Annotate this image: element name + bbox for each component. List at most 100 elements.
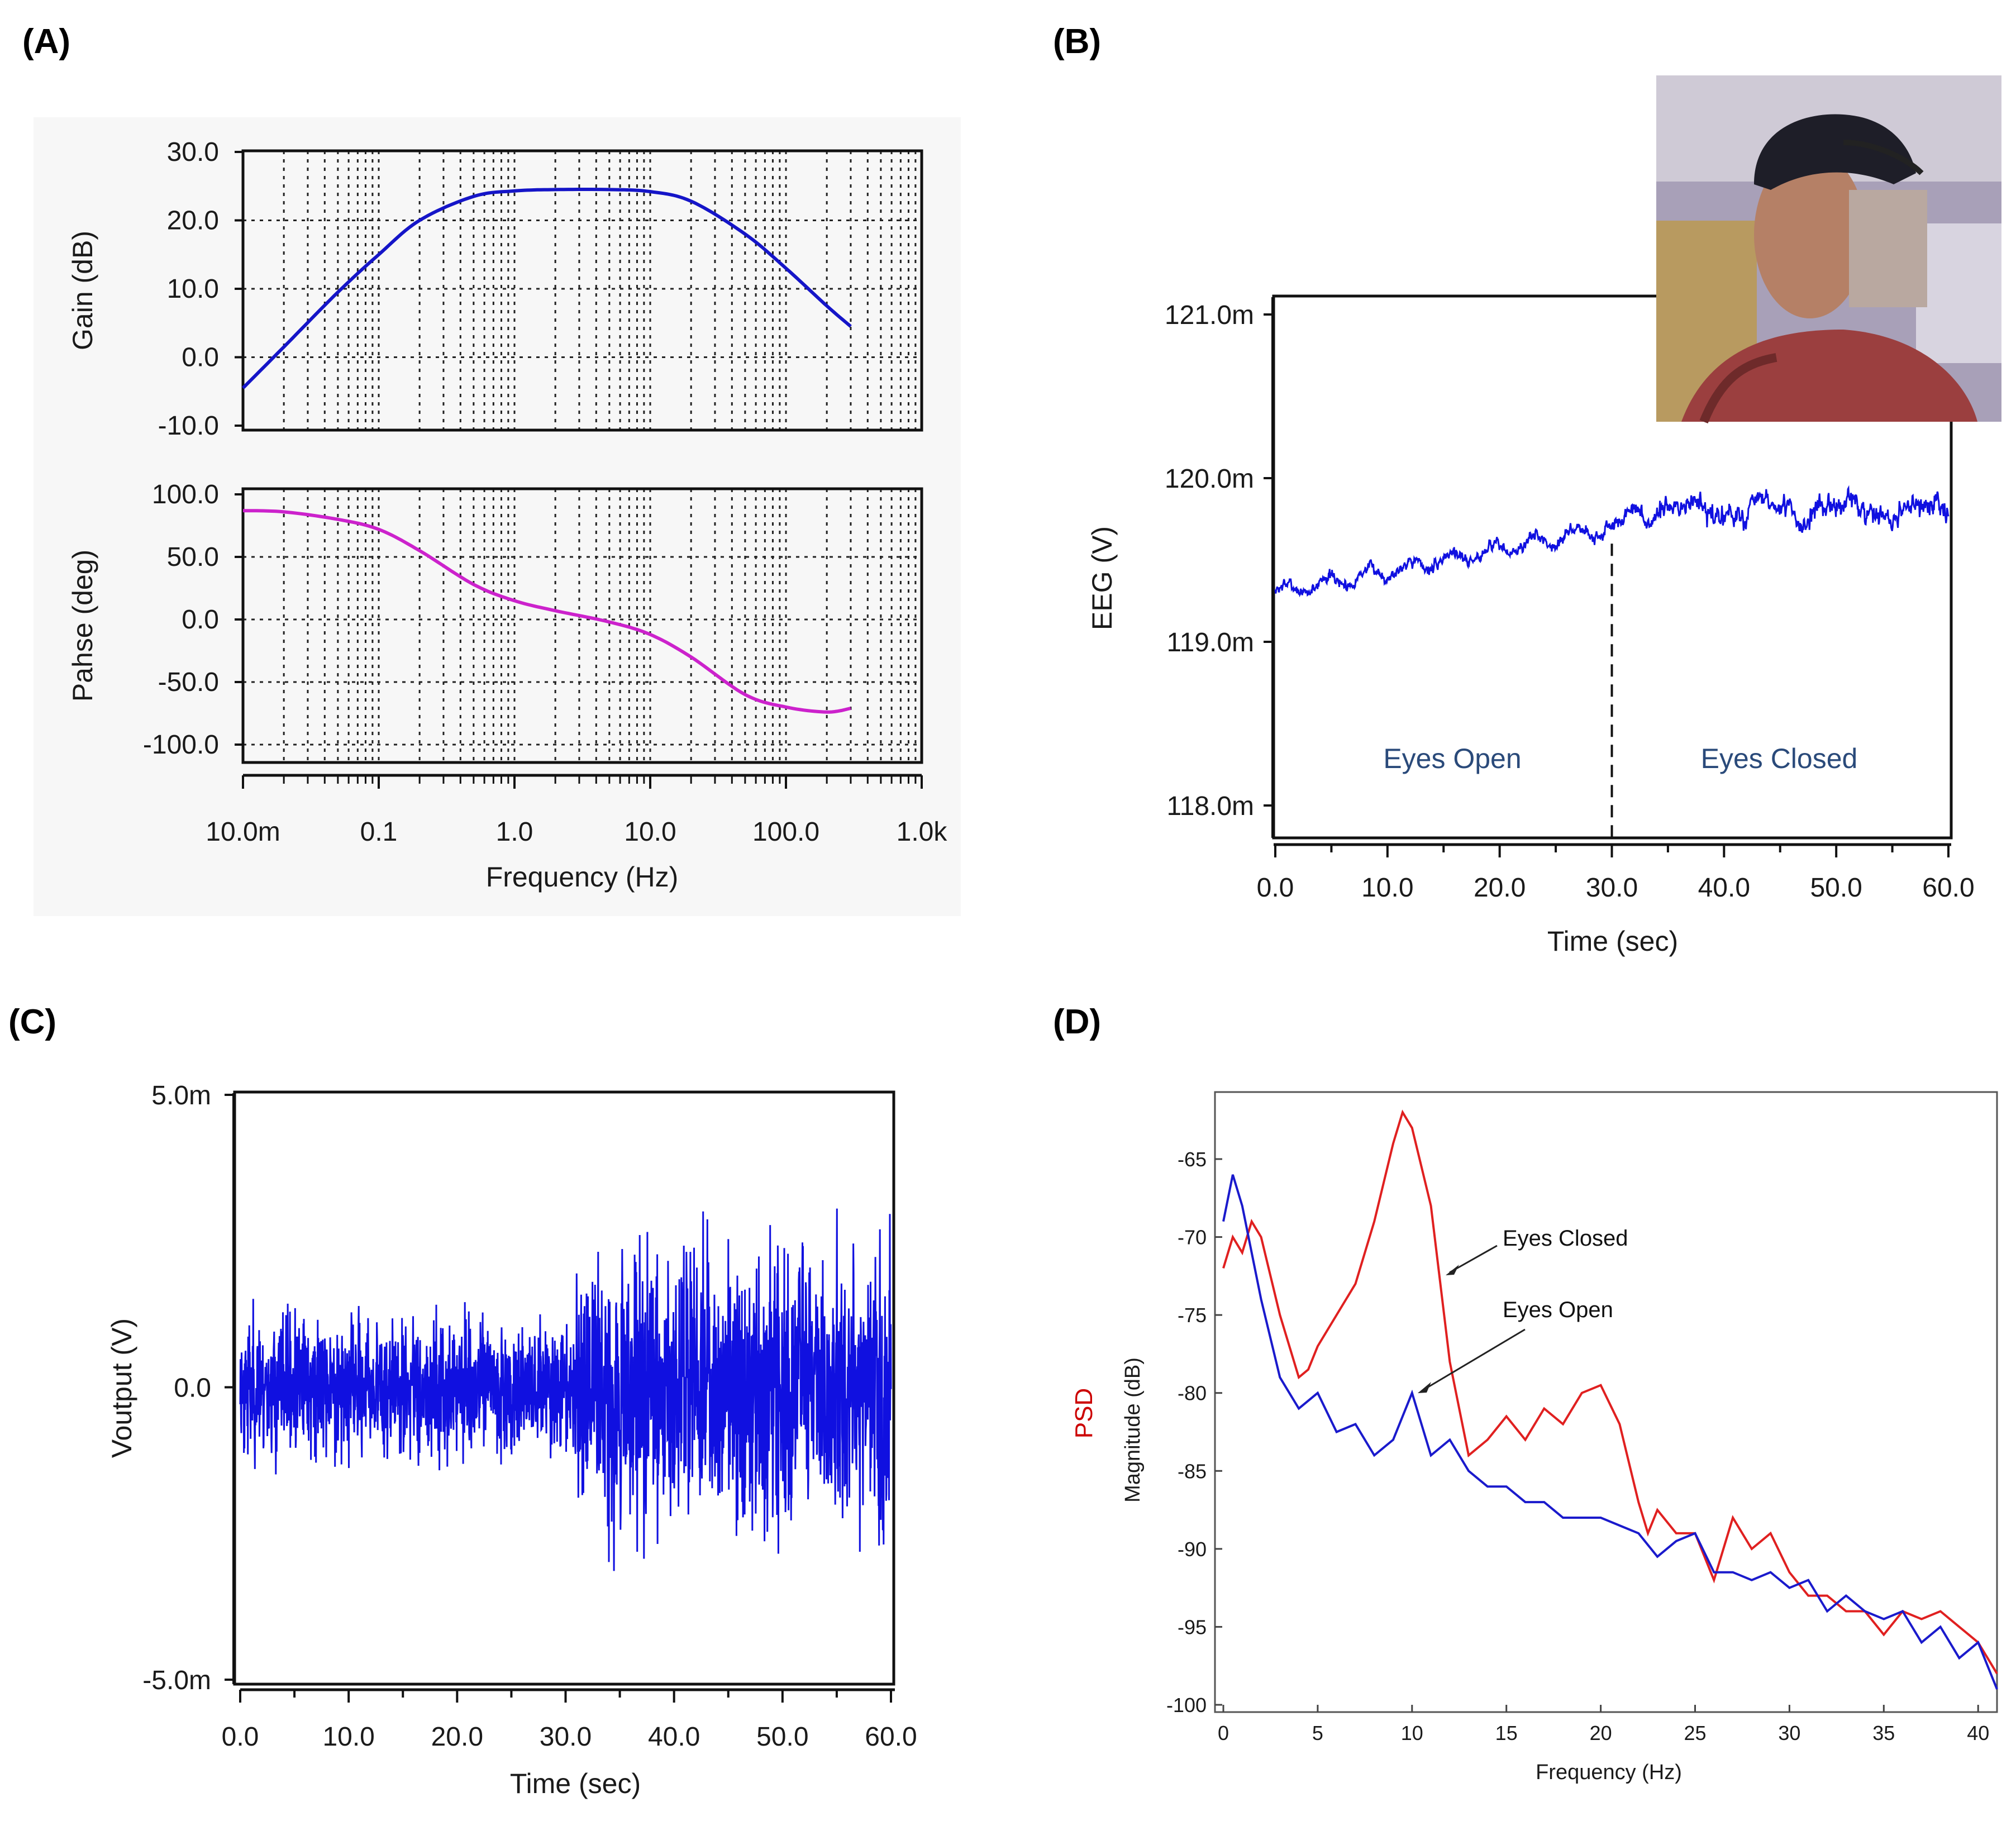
- panel-label-a: (A): [22, 22, 70, 61]
- psd-y-tick-label: -80: [1178, 1382, 1207, 1405]
- psd-y-tick-label: -95: [1178, 1615, 1207, 1638]
- eeg-series-line: [1274, 485, 1950, 598]
- eeg-y-tick-label: 118.0m: [1166, 792, 1254, 821]
- panel-b-eeg-chart: Eyes Open Eyes Closed 121.0m 120.0m 119.0m…: [1086, 294, 1975, 957]
- eeg-y-axis-label: EEG (V): [1086, 526, 1118, 630]
- photo-blurred-face: [1849, 190, 1927, 307]
- eeg-y-tick-label: 119.0m: [1166, 628, 1254, 657]
- frequency-x-ticks: 10.0m 0.1 1.0 10.0 100.0 1.0k: [206, 775, 947, 847]
- frequency-x-axis-label: Frequency (Hz): [486, 861, 679, 893]
- eeg-x-tick-label: 30.0: [1586, 873, 1638, 903]
- panel-a-gain-chart: 30.0 20.0 10.0 0.0 -10.0 Gain (dB): [67, 137, 923, 441]
- voutput-x-tick-label: 50.0: [756, 1722, 808, 1752]
- frequency-x-tick-label: 10.0: [624, 817, 676, 847]
- psd-y-tick-label: -90: [1178, 1538, 1207, 1561]
- psd-y-tick-label: -70: [1178, 1226, 1207, 1249]
- subject-photo: [1656, 75, 2001, 423]
- eeg-x-tick-label: 60.0: [1922, 873, 1974, 903]
- eeg-x-tick-label: 10.0: [1361, 873, 1413, 903]
- eeg-x-tick-label: 50.0: [1810, 873, 1862, 903]
- voutput-y-tick-label: -5.0m: [142, 1666, 211, 1695]
- gain-y-tick-label: 10.0: [167, 274, 219, 304]
- voutput-x-tick-label: 20.0: [431, 1722, 483, 1752]
- psd-y-tick-label: -85: [1178, 1460, 1207, 1482]
- frequency-x-tick-label: 1.0k: [897, 817, 948, 847]
- gain-y-tick-label: 30.0: [167, 137, 219, 167]
- frequency-x-tick-label: 100.0: [752, 817, 819, 847]
- gain-y-tick-label: 20.0: [167, 206, 219, 236]
- photo-window: [1916, 223, 2001, 363]
- psd-x-tick-label: 20: [1590, 1722, 1612, 1744]
- voutput-y-tick-label: 0.0: [174, 1374, 211, 1403]
- psd-side-label: PSD: [1070, 1388, 1098, 1438]
- phase-y-tick-label: 50.0: [167, 542, 219, 572]
- voutput-x-axis-label: Time (sec): [510, 1768, 641, 1799]
- voutput-x-tick-label: 0.0: [222, 1722, 259, 1752]
- psd-x-ticks: 0 5 10 15 20 25 30 35 40: [1218, 1705, 1989, 1744]
- psd-x-tick-label: 15: [1495, 1722, 1518, 1744]
- phase-y-tick-label: -50.0: [158, 668, 219, 697]
- eeg-x-ticks: 0.0 10.0 20.0 30.0 40.0 50.0 60.0: [1257, 845, 1975, 903]
- eeg-x-axis-label: Time (sec): [1547, 926, 1678, 957]
- voutput-y-ticks: 5.0m 0.0 -5.0m: [142, 1081, 233, 1695]
- eeg-x-tick-label: 0.0: [1257, 873, 1294, 903]
- psd-y-tick-label: -65: [1178, 1148, 1207, 1171]
- psd-x-tick-label: 0: [1218, 1722, 1229, 1744]
- phase-y-tick-label: -100.0: [143, 730, 219, 760]
- gain-y-axis-label: Gain (dB): [67, 231, 98, 350]
- psd-y-ticks: -65 -70 -75 -80 -85 -90 -95 -100: [1166, 1148, 1222, 1717]
- voutput-x-tick-label: 30.0: [540, 1722, 592, 1752]
- gain-frame: [241, 149, 923, 432]
- psd-x-axis-label: Frequency (Hz): [1536, 1761, 1682, 1784]
- photo-shirt: [1681, 330, 1977, 422]
- frequency-x-tick-label: 10.0m: [206, 817, 280, 847]
- eeg-x-tick-label: 20.0: [1474, 873, 1526, 903]
- voutput-x-tick-label: 10.0: [322, 1722, 374, 1752]
- eeg-y-ticks: 121.0m 120.0m 119.0m 118.0m: [1165, 301, 1272, 821]
- psd-line-eyes-open: [1222, 1174, 1998, 1690]
- psd-eyes-open-annotation: Eyes Open: [1503, 1298, 1613, 1322]
- psd-x-tick-label: 30: [1778, 1722, 1800, 1744]
- voutput-y-axis-label: Voutput (V): [106, 1318, 137, 1458]
- eeg-y-tick-label: 120.0m: [1165, 464, 1254, 494]
- psd-eyes-closed-arrow: [1449, 1245, 1498, 1274]
- gain-y-tick-label: -10.0: [158, 411, 219, 441]
- photo-headband: [1754, 114, 1916, 190]
- psd-frame: [1214, 1091, 1998, 1713]
- gain-y-tick-label: 0.0: [182, 343, 219, 373]
- panel-label-d: (D): [1053, 1003, 1101, 1041]
- panel-label-b: (B): [1053, 22, 1101, 61]
- voutput-y-tick-label: 5.0m: [151, 1081, 211, 1110]
- psd-y-axis-label: Magnitude (dB): [1121, 1357, 1145, 1503]
- phase-y-axis-label: Pahse (deg): [67, 550, 98, 702]
- gain-y-ticks: 30.0 20.0 10.0 0.0 -10.0: [158, 137, 243, 441]
- panel-d-psd-chart: -65 -70 -75 -80 -85 -90 -95 -100 0 5 10 15 20 25 30 35…: [1070, 1091, 1998, 1784]
- eyes-open-annotation: Eyes Open: [1383, 743, 1521, 774]
- voutput-series-line: [239, 1208, 892, 1571]
- frequency-x-tick-label: 0.1: [360, 817, 398, 847]
- psd-x-tick-label: 40: [1967, 1722, 1989, 1744]
- panel-c-voutput-chart: 5.0m 0.0 -5.0m 0.0 10.0 20.0 30.0 40.0 50.0 60.0…: [106, 1081, 917, 1799]
- psd-x-tick-label: 5: [1312, 1722, 1323, 1744]
- psd-x-tick-label: 25: [1684, 1722, 1706, 1744]
- psd-eyes-closed-annotation: Eyes Closed: [1503, 1226, 1628, 1251]
- psd-line-eyes-closed: [1222, 1109, 1998, 1675]
- phase-frame: [241, 487, 923, 764]
- psd-x-tick-label: 10: [1401, 1722, 1423, 1744]
- voutput-x-ticks: 0.0 10.0 20.0 30.0 40.0 50.0 60.0: [222, 1690, 917, 1752]
- psd-eyes-open-arrow: [1421, 1328, 1526, 1392]
- panel-a-background: [34, 117, 961, 916]
- eyes-closed-annotation: Eyes Closed: [1701, 743, 1858, 774]
- phase-y-tick-label: 100.0: [152, 480, 219, 509]
- phase-y-tick-label: 0.0: [182, 605, 219, 635]
- phase-series-line: [242, 509, 851, 714]
- eeg-x-tick-label: 40.0: [1698, 873, 1750, 903]
- panel-a-phase-chart: 100.0 50.0 0.0 -50.0 -100.0 Pahse (deg) 10.0…: [67, 480, 947, 893]
- psd-x-tick-label: 35: [1872, 1722, 1895, 1744]
- psd-series-lines: [1222, 1109, 1998, 1690]
- voutput-x-tick-label: 60.0: [865, 1722, 917, 1752]
- frequency-x-tick-label: 1.0: [496, 817, 533, 847]
- photo-face: [1754, 151, 1866, 318]
- voutput-x-tick-label: 40.0: [648, 1722, 700, 1752]
